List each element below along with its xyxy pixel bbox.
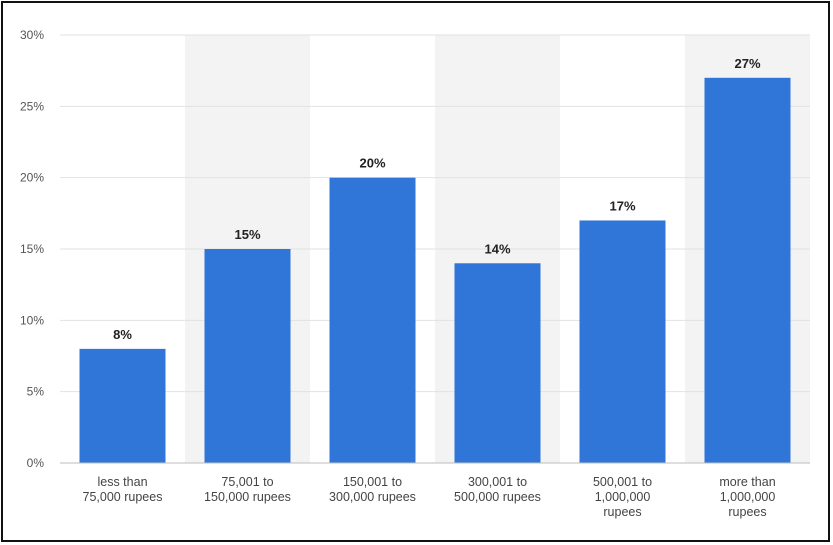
data-label: 14% bbox=[484, 241, 510, 256]
y-axis: 0% 5% 10% 15% 20% 25% 30% bbox=[20, 28, 44, 470]
y-tick-label: 5% bbox=[27, 385, 45, 399]
y-tick-label: 15% bbox=[20, 242, 44, 256]
y-tick-label: 25% bbox=[20, 99, 44, 113]
y-tick-label: 20% bbox=[20, 171, 44, 185]
bar[interactable] bbox=[704, 77, 791, 464]
bars bbox=[79, 77, 791, 464]
bar[interactable] bbox=[204, 249, 291, 463]
y-tick-label: 10% bbox=[20, 313, 44, 327]
gridlines bbox=[60, 34, 810, 393]
x-tick-label: 150,001 to 300,000 rupees bbox=[329, 475, 416, 504]
bar[interactable] bbox=[454, 263, 541, 463]
data-label: 15% bbox=[234, 227, 260, 242]
data-label: 27% bbox=[734, 56, 760, 71]
data-label: 20% bbox=[359, 156, 385, 171]
x-axis: less than 75,000 rupees 75,001 to 150,000 r… bbox=[60, 462, 810, 519]
data-labels: 8% 15% 20% 14% 17% 27% bbox=[113, 56, 761, 342]
data-label: 17% bbox=[609, 198, 635, 213]
x-tick-label: 500,001 to 1,000,000 rupees bbox=[593, 475, 652, 519]
x-tick-label: 75,001 to 150,000 rupees bbox=[204, 475, 291, 504]
x-tick-label: more than 1,000,000 rupees bbox=[719, 475, 775, 519]
bar[interactable] bbox=[329, 177, 416, 463]
x-tick-label: 300,001 to 500,000 rupees bbox=[454, 475, 541, 504]
data-label: 8% bbox=[113, 327, 132, 342]
y-tick-label: 30% bbox=[20, 28, 44, 42]
bar[interactable] bbox=[79, 348, 166, 463]
y-tick-label: 0% bbox=[27, 456, 45, 470]
x-tick-label: less than 75,000 rupees bbox=[83, 475, 163, 504]
bar[interactable] bbox=[579, 220, 666, 463]
